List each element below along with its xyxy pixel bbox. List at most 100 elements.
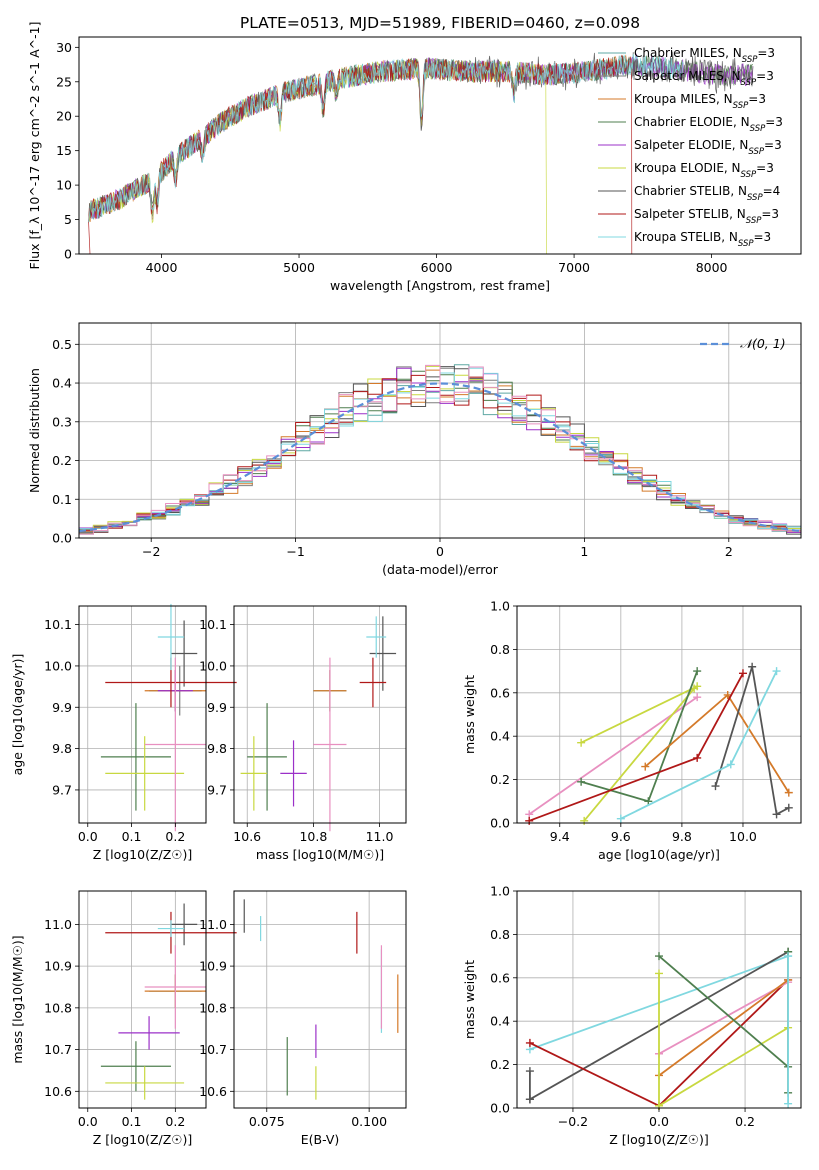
- series-line: [528, 696, 698, 816]
- x-tick-label: 0.1: [122, 829, 142, 844]
- plus-marker: [525, 1067, 534, 1076]
- plus-marker: [655, 969, 663, 978]
- series: [525, 1067, 534, 1104]
- panel-3: 0.0 0.1 0.2 9.7 9.8 9.9 10.0 10.1 Z [log10(Z/Z☉)…: [10, 603, 237, 862]
- legend-label: Kroupa MILES, NSSP=3: [634, 92, 766, 111]
- plus-marker: [784, 803, 793, 812]
- error-point: [280, 740, 307, 807]
- spectrum-line: [88, 54, 633, 255]
- x-tick-label: 0.2: [165, 829, 185, 844]
- x-axis-label: E(B-V): [301, 1132, 340, 1147]
- series-line: [658, 955, 789, 1068]
- y-tick-label: 9.8: [52, 741, 72, 756]
- y-tick-label: 0.6: [490, 685, 510, 700]
- series-line: [658, 981, 789, 1055]
- series: [655, 975, 793, 1080]
- error-point: [105, 736, 185, 811]
- plus-marker: [525, 816, 534, 825]
- x-tick-label: −2: [142, 544, 160, 559]
- legend-label: Salpeter STELIB, NSSP=3: [634, 207, 779, 226]
- x-tick-label: −1: [286, 544, 304, 559]
- y-tick-label: 9.7: [52, 782, 72, 797]
- x-tick-label: 2: [725, 544, 733, 559]
- y-tick-label: 1.0: [490, 599, 510, 614]
- y-tick-label: 9.9: [52, 700, 72, 715]
- x-tick-label: 8000: [696, 260, 728, 275]
- series: [577, 682, 702, 747]
- plus-marker: [525, 1038, 534, 1047]
- y-tick-label: 10.9: [44, 959, 72, 974]
- legend-label: Chabrier ELODIE, NSSP=3: [634, 115, 783, 134]
- y-tick-label: 0.8: [490, 642, 510, 657]
- series-line: [658, 979, 789, 1077]
- y-tick-label: 10.0: [44, 658, 72, 673]
- y-tick-label: 0: [64, 247, 72, 262]
- panel-1: 4000 5000 6000 7000 8000 0 5 10 15 20 25 30 waveleng…: [27, 22, 802, 293]
- error-point: [313, 657, 347, 832]
- plus-marker: [711, 782, 720, 791]
- x-axis-label: (data-model)/error: [382, 562, 499, 577]
- plus-marker: [784, 788, 793, 797]
- y-axis-label: mass [log10(M/M☉)]: [10, 935, 25, 1063]
- plus-marker: [577, 738, 586, 747]
- error-point: [247, 703, 287, 811]
- y-tick-label: 0.2: [52, 453, 72, 468]
- plus-marker: [784, 1099, 793, 1108]
- series: [577, 667, 702, 806]
- plot-area: [78, 364, 802, 535]
- x-axis-label: wavelength [Angstrom, rest frame]: [330, 278, 550, 293]
- y-tick-label: 0.1: [52, 492, 72, 507]
- error-point: [144, 945, 206, 1029]
- series: [616, 667, 781, 823]
- x-tick-label: 9.4: [550, 829, 570, 844]
- y-tick-label: 9.8: [207, 741, 227, 756]
- y-tick-label: 10.0: [199, 658, 227, 673]
- x-axis-label: age [log10(age/yr)]: [598, 847, 720, 862]
- x-tick-label: 0.0: [78, 829, 98, 844]
- plus-marker: [693, 753, 702, 762]
- plus-marker: [644, 797, 653, 806]
- y-tick-label: 9.7: [207, 782, 227, 797]
- plus-marker: [641, 762, 650, 771]
- y-tick-label: 1.0: [490, 884, 510, 899]
- plus-marker: [577, 777, 586, 786]
- x-tick-label: 7000: [558, 260, 590, 275]
- y-axis-label: mass weight: [462, 675, 477, 754]
- y-tick-label: 0.4: [490, 1014, 510, 1029]
- plus-marker: [772, 667, 781, 676]
- series-line: [658, 1026, 789, 1107]
- error-point: [170, 620, 198, 687]
- y-tick-label: 11.0: [44, 917, 72, 932]
- y-tick-label: 0.2: [490, 772, 510, 787]
- error-point: [144, 657, 206, 832]
- legend-label: Kroupa STELIB, NSSP=3: [634, 230, 771, 249]
- plus-marker: [748, 662, 757, 671]
- legend: 𝒩(0, 1): [700, 336, 786, 351]
- error-point: [100, 703, 171, 811]
- error-point: [100, 1041, 171, 1092]
- plus-marker: [784, 952, 793, 961]
- y-tick-label: 20: [56, 109, 72, 124]
- plot-area: [240, 616, 397, 832]
- plus-marker: [693, 693, 702, 702]
- series: [655, 969, 663, 1110]
- y-tick-label: 10.1: [199, 617, 227, 632]
- y-tick-label: 10.7: [199, 1042, 227, 1057]
- y-tick-label: 10.1: [44, 617, 72, 632]
- plot-area: [100, 903, 237, 1100]
- error-point: [157, 920, 185, 937]
- x-tick-label: 0.2: [735, 1114, 755, 1129]
- y-tick-label: 10.8: [44, 1000, 72, 1015]
- plot-area: [100, 603, 237, 832]
- y-tick-label: 30: [56, 40, 72, 55]
- series: [655, 952, 793, 1071]
- axes-frame: [78, 605, 207, 824]
- y-tick-label: 11.0: [199, 917, 227, 932]
- error-point: [105, 1066, 185, 1100]
- axes-frame: [233, 890, 407, 1109]
- error-point: [118, 1016, 180, 1050]
- series: [525, 669, 747, 825]
- series: [784, 952, 793, 1108]
- x-tick-label: 0.0: [78, 1114, 98, 1129]
